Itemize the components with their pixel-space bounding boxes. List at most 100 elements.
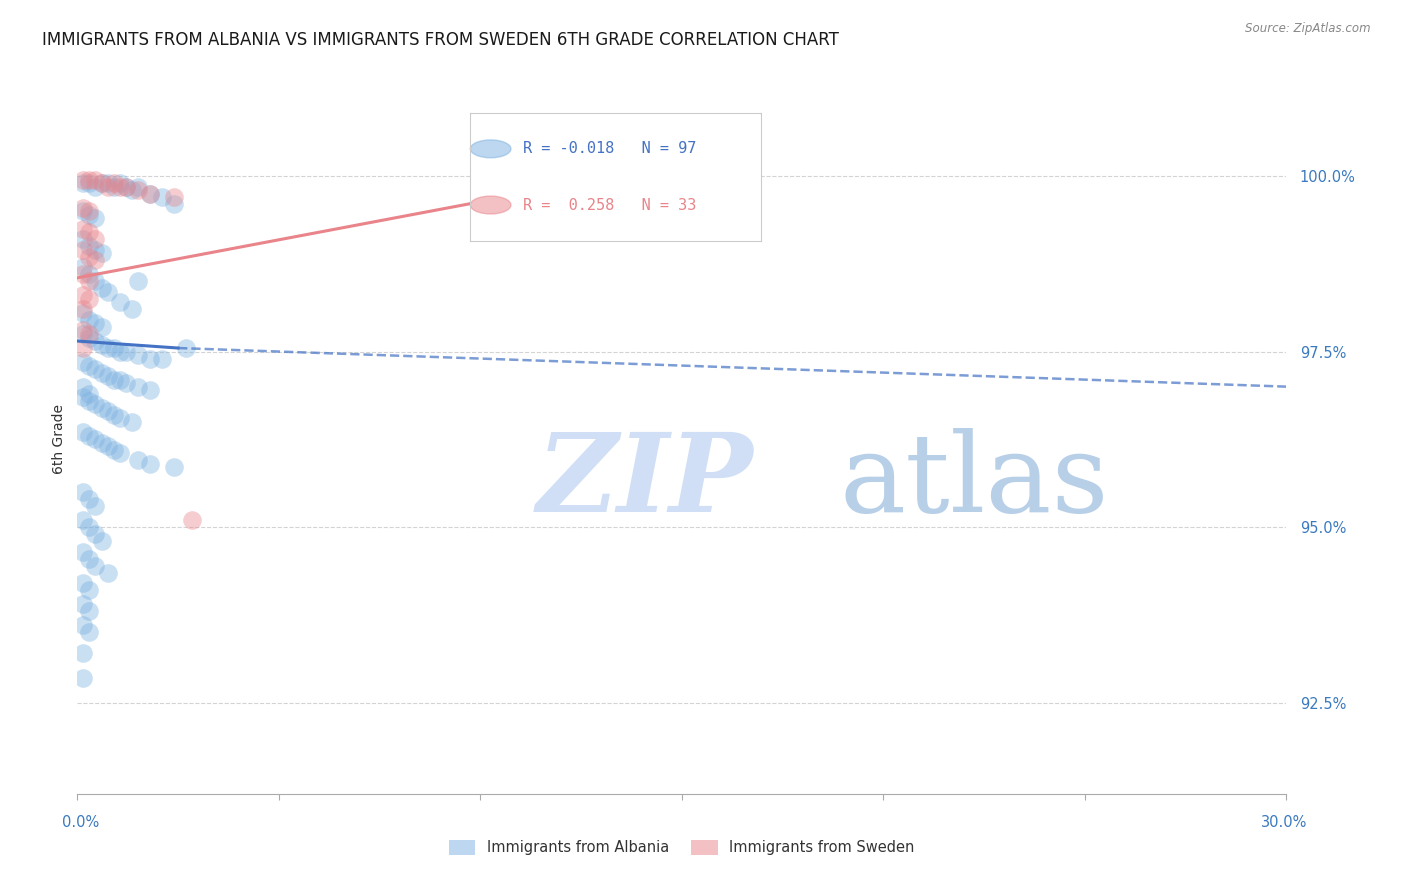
Point (79, 172, 101, 186)
Point (72, 176, 94, 190)
Point (72, 306, 94, 320)
Point (163, 190, 186, 204)
Text: 30.0%: 30.0% (1261, 815, 1306, 830)
Text: atlas: atlas (839, 428, 1109, 535)
Point (96, 369, 118, 384)
Point (181, 513, 204, 527)
Point (90, 435, 112, 450)
Point (114, 179, 136, 194)
Point (108, 373, 131, 387)
Point (90, 320, 112, 334)
Point (96, 179, 118, 194)
Point (96, 341, 118, 355)
Point (79, 625, 101, 640)
Point (103, 176, 125, 190)
Point (90, 366, 112, 380)
Text: Source: ZipAtlas.com: Source: ZipAtlas.com (1246, 22, 1371, 36)
Point (84, 317, 107, 331)
Point (72, 302, 94, 317)
Point (114, 179, 136, 194)
Point (72, 390, 94, 404)
Point (121, 302, 143, 317)
Point (72, 618, 94, 632)
Y-axis label: 6th Grade: 6th Grade (52, 404, 66, 475)
Point (84, 253, 107, 268)
Point (90, 176, 112, 190)
Point (108, 295, 131, 310)
Point (79, 268, 101, 282)
Point (108, 179, 131, 194)
Point (103, 341, 125, 355)
Point (103, 373, 125, 387)
Point (79, 386, 101, 401)
Point (79, 313, 101, 327)
Text: ZIP: ZIP (537, 428, 754, 535)
Point (84, 527, 107, 541)
Point (84, 334, 107, 348)
Point (96, 285, 118, 299)
Point (127, 348, 149, 362)
Point (84, 232, 107, 246)
Point (84, 211, 107, 226)
Point (72, 544, 94, 558)
Point (84, 362, 107, 376)
Point (79, 491, 101, 506)
Point (72, 576, 94, 591)
Point (163, 460, 186, 475)
Point (530, 176, 553, 190)
Point (84, 179, 107, 194)
Point (84, 397, 107, 411)
Point (72, 326, 94, 341)
Point (79, 583, 101, 598)
Point (79, 292, 101, 306)
Point (72, 379, 94, 393)
Point (72, 513, 94, 527)
Point (96, 176, 118, 190)
Text: 0.0%: 0.0% (62, 815, 98, 830)
Point (72, 172, 94, 186)
Point (121, 183, 143, 197)
Point (72, 243, 94, 257)
Point (72, 268, 94, 282)
Point (72, 425, 94, 440)
Point (72, 260, 94, 275)
Point (79, 520, 101, 534)
Point (84, 243, 107, 257)
Point (79, 204, 101, 219)
Point (72, 341, 94, 355)
Point (79, 551, 101, 566)
Point (114, 376, 136, 391)
Legend: Immigrants from Albania, Immigrants from Sweden: Immigrants from Albania, Immigrants from… (443, 834, 921, 861)
Point (96, 566, 118, 580)
Point (127, 453, 149, 467)
Point (139, 457, 162, 471)
Point (108, 344, 131, 359)
Point (79, 250, 101, 264)
Point (79, 359, 101, 373)
Point (72, 232, 94, 246)
Point (79, 326, 101, 341)
Point (114, 344, 136, 359)
Point (139, 186, 162, 201)
Point (79, 330, 101, 344)
Point (90, 176, 112, 190)
Point (72, 597, 94, 611)
Point (108, 176, 131, 190)
Point (72, 288, 94, 302)
Point (79, 225, 101, 239)
Point (103, 442, 125, 457)
Point (139, 383, 162, 397)
Point (163, 197, 186, 211)
Text: IMMIGRANTS FROM ALBANIA VS IMMIGRANTS FROM SWEDEN 6TH GRADE CORRELATION CHART: IMMIGRANTS FROM ALBANIA VS IMMIGRANTS FR… (42, 31, 839, 49)
Point (96, 404, 118, 418)
Point (127, 379, 149, 393)
Point (72, 204, 94, 219)
Point (90, 337, 112, 351)
Point (72, 647, 94, 661)
Point (79, 429, 101, 443)
Point (90, 401, 112, 415)
Point (79, 239, 101, 253)
Point (90, 281, 112, 295)
Point (90, 534, 112, 549)
Point (139, 351, 162, 366)
